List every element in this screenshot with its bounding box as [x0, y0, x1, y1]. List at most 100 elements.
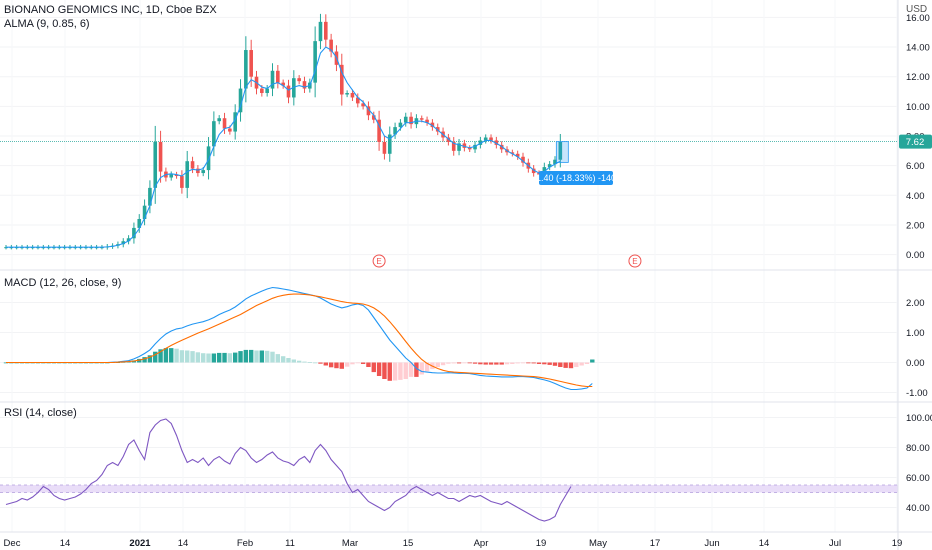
measure-badge-text: 1.40 (-18.33%) -140 [536, 173, 616, 183]
price-tick-label: 10.00 [906, 102, 930, 113]
candle-body [292, 78, 296, 98]
candle-body [473, 144, 477, 150]
macd-histogram-bar [190, 351, 195, 363]
price-tick-label: 14.00 [906, 43, 930, 54]
candle-body [313, 41, 317, 83]
candle-body [142, 205, 147, 220]
earnings-marker-label: E [632, 257, 637, 266]
measure-box [555, 141, 569, 163]
macd-histogram-bar [376, 362, 382, 376]
rsi-tick-label: 40.00 [906, 503, 930, 514]
candle-body [233, 112, 237, 132]
candle-body [409, 116, 413, 125]
macd-histogram-bar [174, 348, 179, 363]
macd-histogram-bar [579, 362, 584, 366]
macd-histogram-bar [291, 359, 297, 363]
candle-body [521, 156, 525, 163]
macd-histogram-bar [142, 357, 147, 363]
macd-histogram-bar [414, 362, 419, 377]
candle-body [403, 116, 408, 123]
earnings-marker-label: E [376, 257, 381, 266]
macd-histogram-bar [526, 362, 531, 364]
time-tick-label: May [589, 538, 607, 549]
macd-histogram-bar [382, 362, 387, 379]
candle-body [494, 140, 499, 145]
candle-body [350, 93, 355, 98]
macd-histogram-bar [259, 350, 265, 363]
macd-histogram-bar [419, 362, 424, 375]
candle-body [132, 227, 136, 239]
macd-histogram-bar [547, 362, 552, 365]
macd-histogram-bar [217, 352, 222, 363]
macd-histogram-bar [264, 350, 270, 363]
candle-body [558, 141, 563, 160]
candle-body [531, 168, 536, 174]
macd-histogram-bar [446, 362, 451, 364]
macd-histogram-bar [270, 351, 275, 363]
candle-body [222, 118, 227, 129]
candle-body [430, 122, 435, 128]
time-tick-label: 14 [178, 538, 189, 549]
candle-body [270, 70, 275, 89]
candle-body [542, 167, 547, 175]
candle-body [286, 85, 291, 98]
macd-histogram-bar [504, 362, 510, 365]
macd-histogram-bar [467, 362, 472, 364]
macd-histogram-bar [206, 353, 211, 363]
macd-histogram-bar [275, 354, 281, 363]
time-tick-label: 14 [60, 538, 71, 549]
time-tick-label: 19 [892, 538, 903, 549]
macd-histogram-bar [403, 362, 408, 379]
candle-body [329, 39, 333, 52]
time-tick-label: Jun [704, 538, 719, 549]
macd-histogram-bar [552, 362, 558, 366]
macd-histogram-bar [392, 362, 398, 381]
candle-body [483, 137, 488, 141]
earnings-marker [372, 254, 386, 268]
candle-body [425, 119, 429, 123]
macd-histogram-bar [328, 362, 334, 368]
candle-body [196, 168, 200, 174]
macd-histogram-bar [483, 362, 488, 365]
macd-histogram-bar [222, 352, 227, 363]
time-tick-label: Jul [829, 538, 841, 549]
candle-body [169, 174, 174, 178]
candle-body [553, 159, 557, 165]
candle-body [158, 141, 163, 172]
candle-body [515, 153, 520, 157]
earnings-marker [628, 254, 642, 268]
price-pane: 1.40 (-18.33%) -140 E E [0, 13, 898, 268]
macd-tick-label: 1.00 [906, 328, 925, 339]
candle-body [276, 70, 280, 83]
candle-body [377, 119, 381, 142]
macd-histogram-bar [323, 362, 328, 366]
candle-body [339, 64, 344, 95]
candle-body [249, 50, 253, 77]
price-tick-label: 16.00 [906, 13, 930, 24]
candle-body [217, 118, 221, 122]
rsi-pane [0, 418, 898, 522]
candle-body [302, 81, 307, 89]
macd-histogram-bar [339, 362, 344, 369]
price-tick-label: 4.00 [906, 191, 925, 202]
macd-histogram-bar [232, 352, 238, 363]
time-tick-label: Apr [474, 538, 489, 549]
last-price-badge [899, 134, 932, 149]
candle-body [228, 128, 232, 132]
candle-body [457, 143, 461, 151]
macd-histogram-bar [568, 362, 574, 369]
macd-histogram-bar [195, 352, 201, 363]
macd-histogram-bar [499, 362, 504, 365]
candle-body [180, 176, 184, 188]
time-tick-label: 15 [403, 538, 414, 549]
candle-body [174, 174, 179, 177]
time-tick-label: 19 [536, 538, 547, 549]
candle-body [324, 21, 328, 40]
macd-histogram-bar [334, 362, 339, 369]
macd-histogram-bar [435, 362, 440, 367]
candle-body [318, 21, 323, 42]
macd-histogram-bar [243, 349, 249, 363]
candle-body [510, 152, 515, 154]
macd-histogram-bar [563, 362, 568, 368]
